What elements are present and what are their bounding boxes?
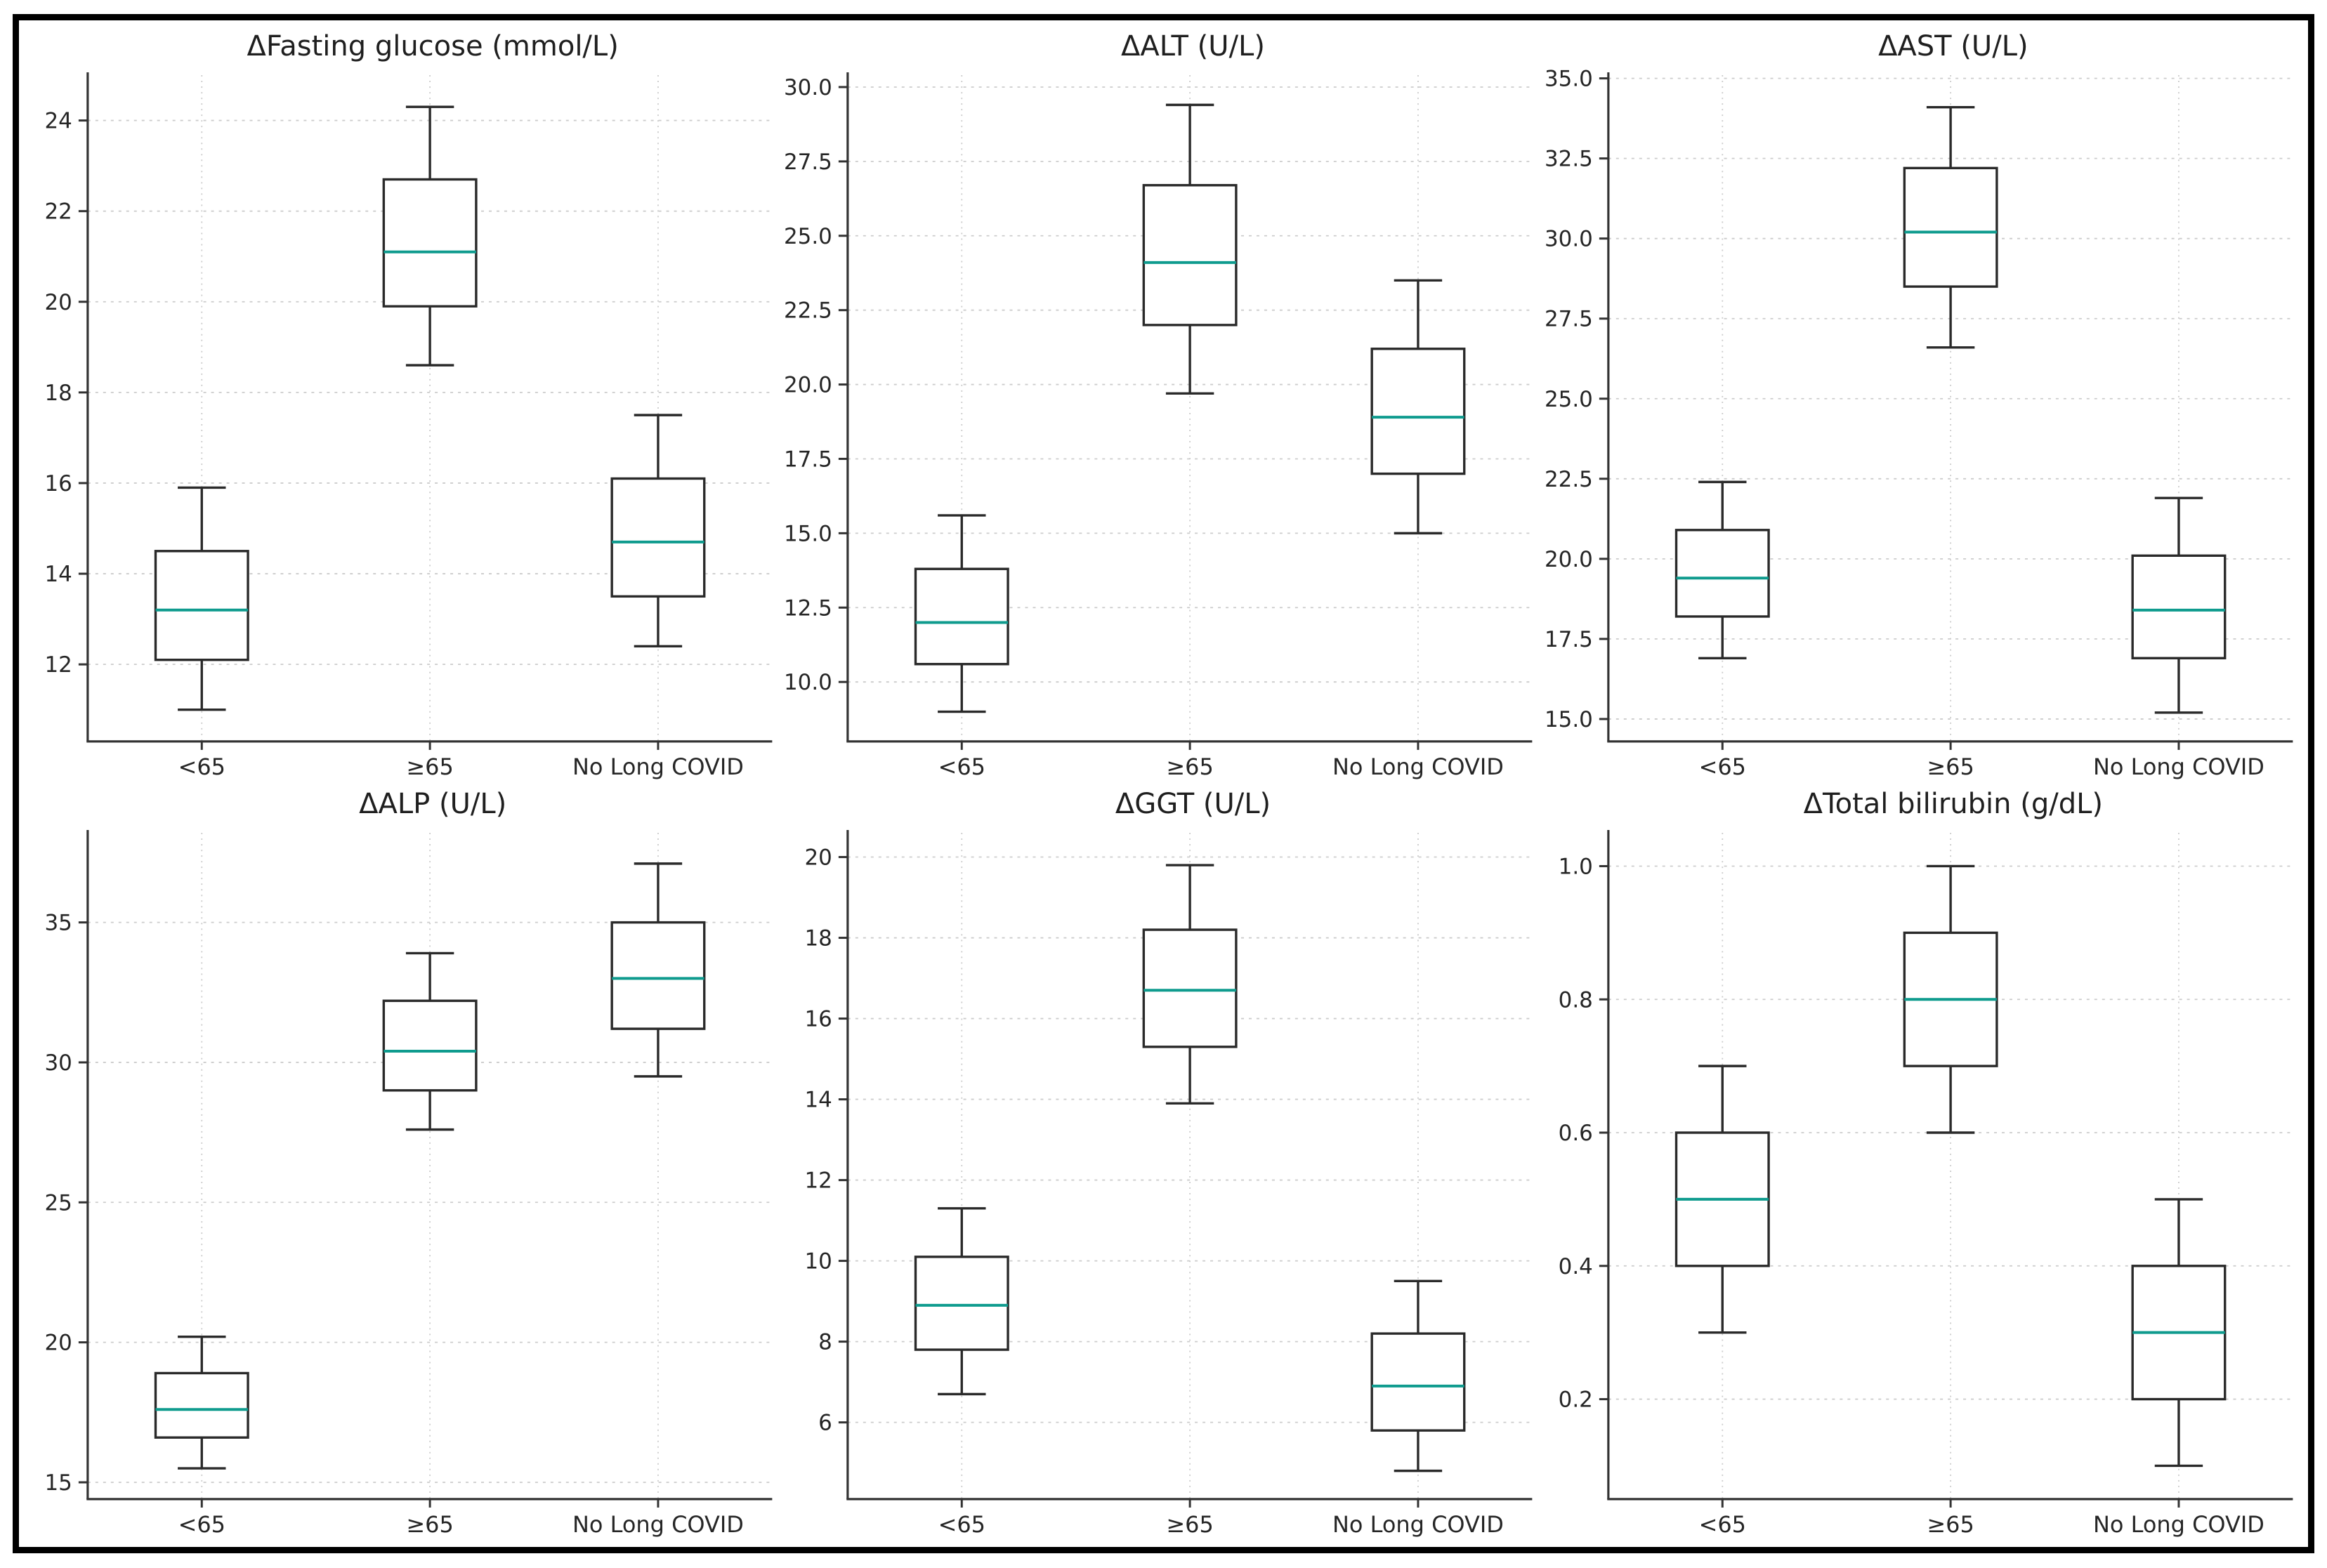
y-tick-label: 16 bbox=[45, 471, 72, 496]
y-tick-label: 0.2 bbox=[1558, 1388, 1592, 1413]
x-tick-label: <65 bbox=[178, 1511, 225, 1538]
box-iqr bbox=[154, 1371, 249, 1439]
y-tick-label: 6 bbox=[819, 1411, 833, 1436]
y-tick-label: 27.5 bbox=[784, 150, 832, 175]
box-iqr bbox=[1142, 928, 1238, 1048]
box-iqr bbox=[1142, 184, 1238, 327]
subplot-ast: ΔAST (U/L) 15.0 17.5 20.0 22.5 25.0 27.5 30.0 3… bbox=[1544, 25, 2304, 782]
box-iqr bbox=[915, 1256, 1010, 1351]
x-tick-label: <65 bbox=[1698, 1511, 1745, 1538]
y-tick-label: 16 bbox=[805, 1007, 832, 1032]
x-tick-label: No Long COVID bbox=[2093, 1511, 2264, 1538]
x-tick-label: <65 bbox=[1698, 753, 1745, 780]
y-tick-label: 10 bbox=[805, 1249, 832, 1274]
y-tick-label: 18 bbox=[45, 381, 72, 406]
x-tick-label: ≥65 bbox=[406, 753, 453, 780]
y-tick-label: 12.5 bbox=[784, 595, 832, 621]
y-tick-label: 0.4 bbox=[1558, 1254, 1592, 1279]
box-iqr bbox=[610, 477, 706, 598]
y-tick-label: 30.0 bbox=[1545, 227, 1593, 252]
plot-title-alp: ΔALP (U/L) bbox=[359, 788, 507, 820]
x-tick-label: ≥65 bbox=[1927, 753, 1974, 780]
subplot-ggt: ΔGGT (U/L) 6 8 10 12 14 16 18 20 <65 ≥65 No Long C… bbox=[783, 782, 1543, 1540]
plot-title-ggt: ΔGGT (U/L) bbox=[1115, 788, 1271, 820]
y-tick-label: 20 bbox=[805, 845, 832, 871]
figure-frame: ΔFasting glucose (mmol/L) 12 14 16 18 20 22 24… bbox=[13, 14, 2314, 1553]
y-tick-label: 24 bbox=[45, 109, 72, 134]
subplot-fasting-glucose: ΔFasting glucose (mmol/L) 12 14 16 18 20 22 24… bbox=[23, 25, 783, 782]
box-iqr bbox=[1674, 529, 1770, 618]
x-tick-label: No Long COVID bbox=[2093, 753, 2264, 780]
y-tick-label: 25.0 bbox=[1545, 387, 1593, 412]
y-tick-label: 35 bbox=[45, 911, 72, 936]
x-tick-label: <65 bbox=[178, 753, 225, 780]
y-tick-label: 12 bbox=[805, 1168, 832, 1194]
x-tick-label: ≥65 bbox=[1167, 1511, 1214, 1538]
boxplot-alt: 10.0 12.5 15.0 17.5 20.0 22.5 25.0 27.5 30.0 <65 ≥… bbox=[784, 72, 1533, 780]
boxplot-fasting-glucose: 12 14 16 18 20 22 24 <65 ≥65 No Long COVID bbox=[45, 72, 773, 780]
boxplot-total-bilirubin: 0.2 0.4 0.6 0.8 1.0 <65 ≥65 No Long COVID bbox=[1558, 830, 2293, 1538]
x-tick-label: ≥65 bbox=[406, 1511, 453, 1538]
boxplot-ggt: 6 8 10 12 14 16 18 20 <65 ≥65 No Long COVID bbox=[805, 830, 1533, 1538]
y-tick-label: 14 bbox=[805, 1088, 832, 1113]
plot-title-fasting-glucose: ΔFasting glucose (mmol/L) bbox=[247, 30, 619, 62]
y-tick-label: 17.5 bbox=[784, 447, 832, 472]
x-tick-label: <65 bbox=[938, 753, 985, 780]
y-tick-label: 25.0 bbox=[784, 224, 832, 249]
x-tick-label: <65 bbox=[938, 1511, 985, 1538]
y-tick-label: 0.6 bbox=[1558, 1121, 1592, 1146]
y-tick-label: 14 bbox=[45, 562, 72, 587]
box-iqr bbox=[1903, 166, 1998, 288]
y-tick-label: 20 bbox=[45, 1331, 72, 1356]
y-tick-label: 1.0 bbox=[1558, 854, 1592, 879]
box-iqr bbox=[1370, 348, 1466, 475]
y-tick-label: 15.0 bbox=[1545, 707, 1593, 732]
y-tick-label: 8 bbox=[819, 1330, 833, 1355]
box-iqr bbox=[382, 178, 478, 308]
y-tick-label: 25 bbox=[45, 1190, 72, 1215]
x-tick-label: ≥65 bbox=[1927, 1511, 1974, 1538]
y-tick-label: 15.0 bbox=[784, 521, 832, 546]
boxplot-alp: 15 20 25 30 35 <65 ≥65 No Long COVID bbox=[45, 830, 773, 1538]
y-tick-label: 17.5 bbox=[1545, 627, 1593, 652]
y-tick-label: 0.8 bbox=[1558, 987, 1592, 1013]
y-tick-label: 32.5 bbox=[1545, 147, 1593, 172]
x-tick-label: No Long COVID bbox=[1332, 753, 1504, 780]
subplot-total-bilirubin: ΔTotal bilirubin (g/dL) 0.2 0.4 0.6 0.8 1.0 <… bbox=[1544, 782, 2304, 1540]
x-tick-label: No Long COVID bbox=[572, 753, 744, 780]
box-iqr bbox=[2131, 554, 2227, 659]
plot-title-total-bilirubin: ΔTotal bilirubin (g/dL) bbox=[1803, 788, 2103, 820]
x-tick-label: No Long COVID bbox=[1332, 1511, 1504, 1538]
subplot-alt: ΔALT (U/L) 10.0 12.5 15.0 17.5 20.0 22.5 25.0 2… bbox=[783, 25, 1543, 782]
y-tick-label: 22.5 bbox=[784, 298, 832, 324]
box-iqr bbox=[382, 999, 478, 1092]
y-tick-label: 15 bbox=[45, 1470, 72, 1496]
boxplot-ast: 15.0 17.5 20.0 22.5 25.0 27.5 30.0 32.5 35.0 <65 ≥… bbox=[1545, 67, 2293, 780]
y-tick-label: 22.5 bbox=[1545, 467, 1593, 492]
y-tick-label: 30.0 bbox=[784, 75, 832, 100]
y-tick-label: 20.0 bbox=[1545, 547, 1593, 572]
box-iqr bbox=[154, 550, 249, 661]
y-tick-label: 35.0 bbox=[1545, 67, 1593, 92]
y-tick-label: 30 bbox=[45, 1050, 72, 1076]
y-tick-label: 20 bbox=[45, 290, 72, 315]
y-tick-label: 18 bbox=[805, 926, 832, 951]
box-iqr bbox=[610, 921, 706, 1030]
x-tick-label: ≥65 bbox=[1167, 753, 1214, 780]
y-tick-label: 10.0 bbox=[784, 670, 832, 695]
box-iqr bbox=[1370, 1332, 1466, 1432]
y-tick-label: 27.5 bbox=[1545, 307, 1593, 332]
y-tick-label: 12 bbox=[45, 652, 72, 678]
plot-title-ast: ΔAST (U/L) bbox=[1878, 30, 2028, 62]
y-tick-label: 20.0 bbox=[784, 373, 832, 398]
box-iqr bbox=[915, 567, 1010, 666]
y-tick-label: 22 bbox=[45, 199, 72, 225]
x-tick-label: No Long COVID bbox=[572, 1511, 744, 1538]
plot-title-alt: ΔALT (U/L) bbox=[1121, 30, 1265, 62]
subplot-alp: ΔALP (U/L) 15 20 25 30 35 <65 ≥65 No Long COVID bbox=[23, 782, 783, 1540]
